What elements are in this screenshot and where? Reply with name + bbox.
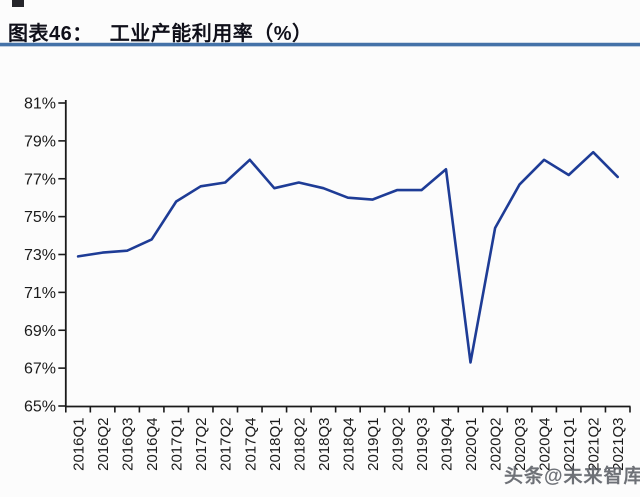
x-axis-label: 2018Q4	[340, 418, 357, 471]
y-axis-label: 73%	[24, 247, 56, 264]
watermark: 头条@未来智库	[504, 466, 640, 487]
x-axis-label: 2019Q4	[439, 418, 456, 471]
x-axis-label: 2018Q2	[291, 418, 308, 471]
x-axis-label: 2017Q2	[218, 418, 235, 471]
figure-header: 图表46： 工业产能利用率（%）	[8, 17, 313, 46]
x-axis-label: 2021Q3	[610, 418, 627, 471]
x-axis-label: 2016Q1	[71, 418, 88, 471]
x-axis-label: 2019Q2	[389, 418, 406, 471]
x-axis-label: 2019Q1	[365, 418, 382, 471]
x-axis-label: 2016Q2	[95, 418, 112, 471]
x-axis-label: 2020Q1	[463, 418, 480, 471]
y-axis-label: 69%	[24, 323, 56, 340]
y-axis-label: 67%	[24, 361, 56, 378]
axes	[64, 100, 631, 408]
y-axis-label: 71%	[24, 285, 56, 302]
x-axis-label: 2017Q1	[169, 418, 186, 471]
y-axis-label: 75%	[24, 209, 56, 226]
figure-number: 图表46：	[8, 23, 93, 45]
x-axis-label: 2020Q3	[512, 418, 529, 471]
x-axis-label: 2021Q2	[586, 418, 603, 471]
figure-title: 工业产能利用率（%）	[109, 23, 313, 45]
x-axis-label: 2019Q3	[414, 418, 431, 471]
y-axis-label: 81%	[24, 96, 56, 113]
x-axis-label: 2017Q2	[193, 418, 210, 471]
x-axis-label: 2017Q4	[242, 418, 259, 471]
x-axis-label: 2016Q4	[144, 418, 161, 471]
x-axis-label: 2018Q3	[316, 418, 333, 471]
y-axis-label: 79%	[24, 133, 56, 150]
top-left-fragment	[12, 0, 24, 7]
header-underline	[0, 43, 640, 46]
y-axis-label: 77%	[24, 171, 56, 188]
x-axis-label: 2020Q2	[488, 418, 505, 471]
x-axis-label: 2021Q1	[561, 418, 578, 471]
y-axis-label: 65%	[24, 399, 56, 416]
utilization-line	[76, 150, 620, 364]
x-axis-label: 2018Q1	[267, 418, 284, 471]
x-axis-label: 2020Q4	[537, 418, 554, 471]
x-axis-label: 2016Q3	[120, 418, 137, 471]
